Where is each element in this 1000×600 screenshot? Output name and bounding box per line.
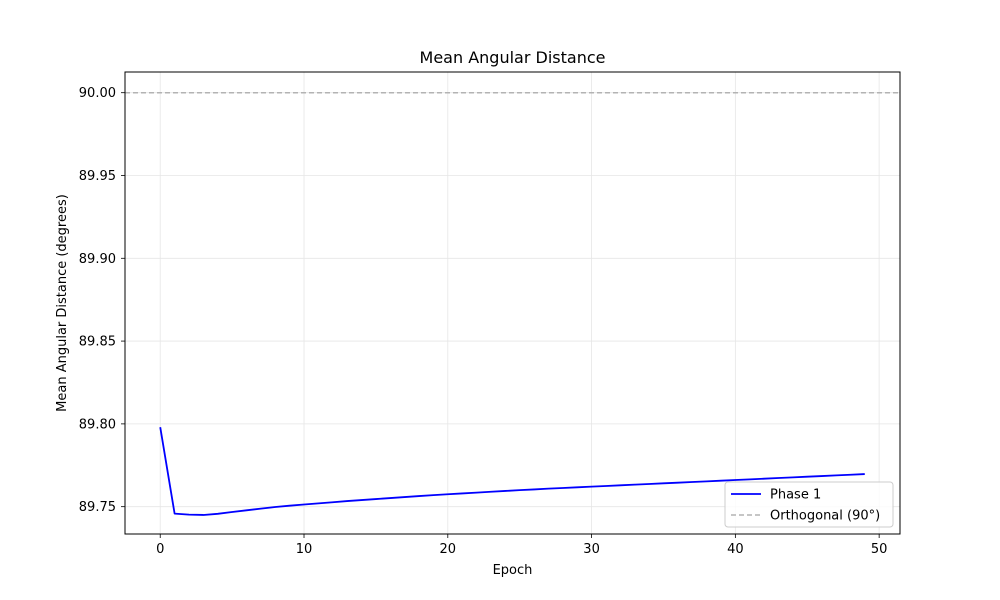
chart-title: Mean Angular Distance [420, 48, 606, 67]
y-tick-label: 89.95 [79, 169, 116, 184]
x-tick-label: 10 [296, 542, 313, 557]
x-tick-label: 40 [727, 542, 744, 557]
legend-label-orthogonal: Orthogonal (90°) [770, 509, 880, 524]
x-tick-label: 30 [583, 542, 600, 557]
y-tick-label: 89.75 [79, 500, 116, 515]
ticks: 0 10 20 30 40 50 89.75 89.80 89.85 89.90 89.95 90.0… [79, 86, 888, 557]
y-tick-label: 89.85 [79, 335, 116, 350]
y-axis-label: Mean Angular Distance (degrees) [55, 194, 70, 412]
x-axis-label: Epoch [493, 563, 533, 578]
legend-label-phase-1: Phase 1 [770, 488, 821, 503]
x-tick-label: 0 [156, 542, 164, 557]
x-tick-label: 50 [871, 542, 888, 557]
legend-box [724, 481, 894, 528]
y-tick-label: 90.00 [79, 86, 116, 101]
legend: Phase 1 Orthogonal (90°) [724, 481, 894, 528]
y-tick-label: 89.80 [79, 417, 116, 432]
y-tick-label: 89.90 [79, 252, 116, 267]
plot-area [124, 71, 901, 535]
phase-1-line [159, 427, 865, 516]
x-tick-label: 20 [440, 542, 457, 557]
series-layer [125, 91, 900, 516]
